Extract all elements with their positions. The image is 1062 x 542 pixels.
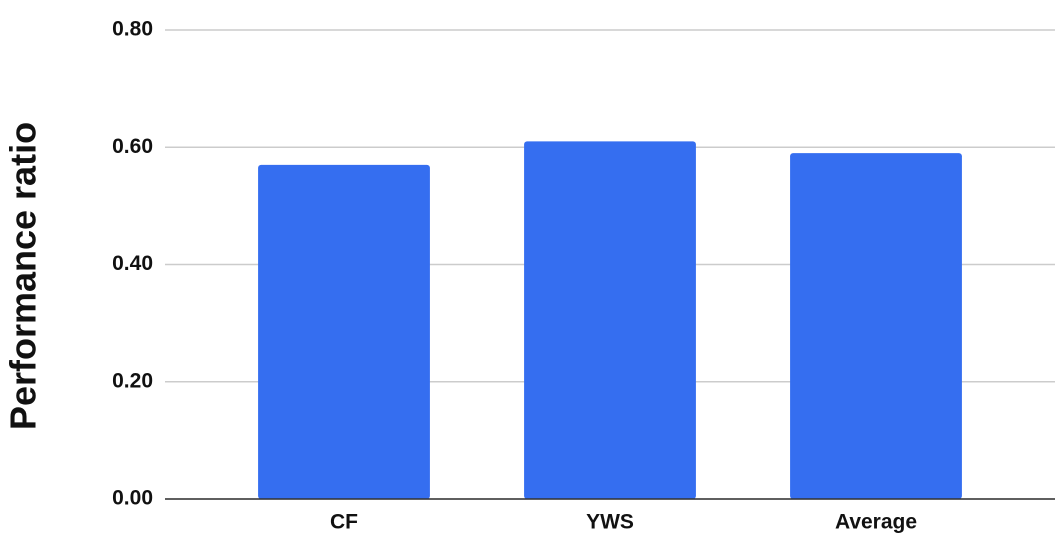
- bar: [258, 164, 430, 499]
- x-tick-label: YWS: [586, 511, 634, 534]
- y-tick-label: 0.00: [112, 487, 153, 510]
- y-tick-label: 0.80: [112, 18, 153, 41]
- y-tick-label: 0.20: [112, 369, 153, 392]
- bar: [790, 153, 962, 500]
- x-tick-label: CF: [330, 511, 358, 534]
- y-axis-label: Performance ratio: [3, 122, 44, 430]
- y-tick-label: 0.60: [112, 135, 153, 158]
- y-tick-label: 0.40: [112, 252, 153, 275]
- bar: [524, 141, 696, 499]
- x-tick-label: Average: [835, 511, 917, 534]
